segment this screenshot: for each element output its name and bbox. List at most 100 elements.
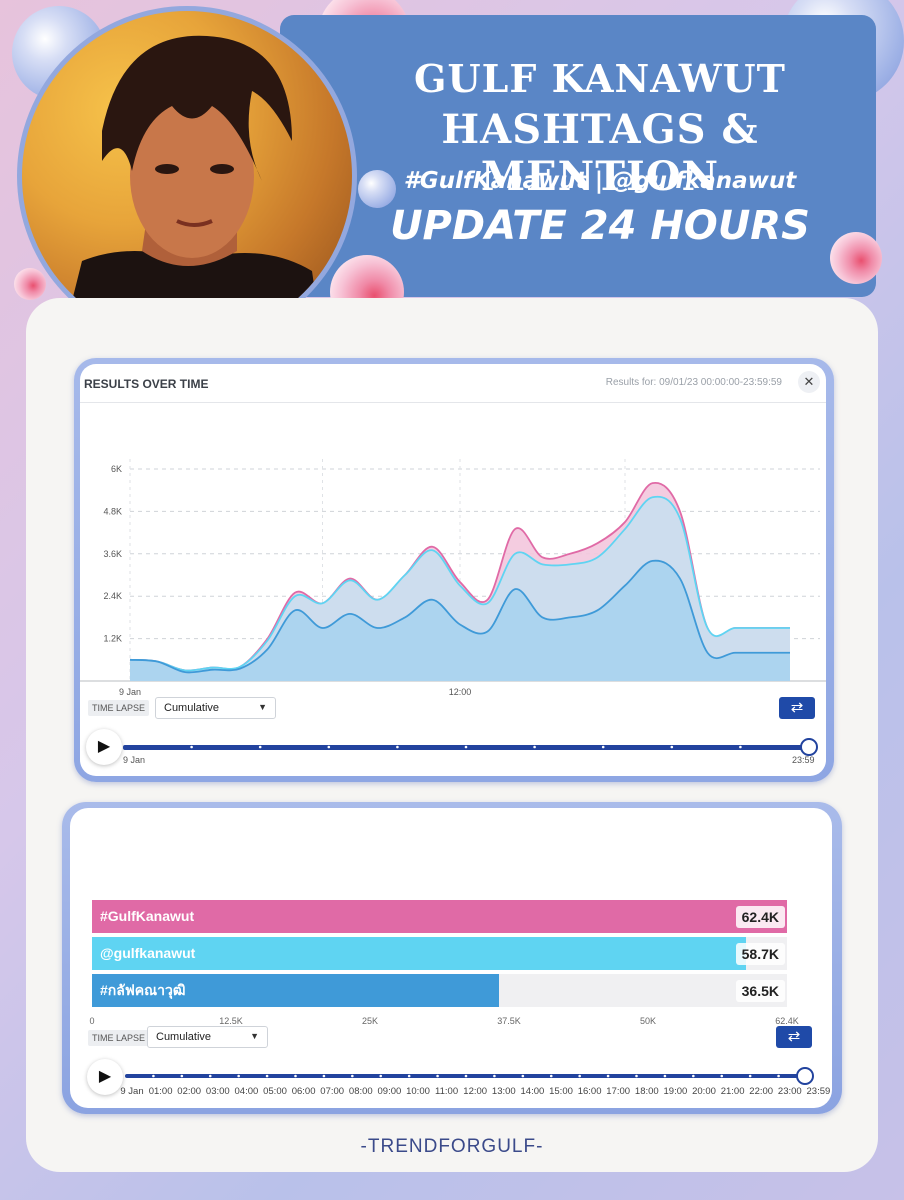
- timeline-dots: [152, 1074, 780, 1078]
- timeline-dot: [692, 1074, 695, 1078]
- bubble-decoration: [358, 170, 396, 208]
- timeline-dot: [407, 1074, 411, 1078]
- series-area: [130, 560, 790, 681]
- hour-label: 16:00: [577, 1086, 602, 1097]
- cumulative-select[interactable]: Cumulative ▼: [155, 697, 276, 719]
- panel-divider: [80, 402, 826, 403]
- portrait-illustration: [62, 35, 322, 341]
- series-line: [129, 559, 790, 674]
- y-tick-label: 6K: [111, 464, 122, 474]
- timeline-dot: [379, 1074, 383, 1078]
- footer-credit: -TRENDFORGULF-: [360, 1136, 544, 1157]
- y-tick-label: 4.8K: [103, 506, 122, 516]
- timeline-dot: [152, 1074, 155, 1078]
- timeline-dot: [396, 745, 399, 749]
- header-title-line1: GULF KANAWUT: [414, 56, 786, 101]
- x-tick-label: 62.4K: [775, 1016, 799, 1026]
- ranking-panel: #GulfKanawut 62.4K @gulfkanawut 58.7K #กลัฟค…: [70, 808, 832, 1108]
- results-range: Results for: 09/01/23 00:00:00-23:59:59: [605, 377, 782, 388]
- hour-label: 13:00: [491, 1086, 516, 1097]
- results-panel-title: RESULTS OVER TIME: [84, 377, 209, 391]
- timeline-dot: [635, 1074, 638, 1078]
- hour-label: 20:00: [692, 1086, 716, 1097]
- bar-3: [92, 974, 499, 1007]
- cumulative-select[interactable]: Cumulative ▼: [147, 1026, 268, 1048]
- timeline-dots: [190, 745, 742, 749]
- timeline-dot: [180, 1074, 184, 1078]
- results-area-chart: 1.2K 2.4K 3.6K 4.8K 6K 9 Jan 12:00: [80, 459, 826, 697]
- hour-label: 23:00: [777, 1086, 802, 1097]
- header-banner: [280, 15, 876, 297]
- hour-label: 02:00: [177, 1086, 202, 1097]
- swap-icon[interactable]: ⇄: [779, 697, 815, 719]
- hour-label: 09:00: [377, 1086, 402, 1097]
- timeline-dot: [777, 1074, 780, 1078]
- timeline-knob[interactable]: [796, 1067, 814, 1085]
- header-tags: #GulfKanawut | @gulfkanawut: [403, 168, 797, 194]
- hour-label: 9 Jan: [120, 1086, 144, 1097]
- x-tick-label: 37.5K: [497, 1016, 521, 1026]
- timeline-dot: [578, 1074, 581, 1078]
- timeline-dot: [237, 1074, 240, 1078]
- portrait-photo: [17, 6, 357, 346]
- timeline-dot: [327, 745, 331, 749]
- hour-label: 12:00: [463, 1086, 488, 1097]
- hour-label: 19:00: [663, 1086, 688, 1097]
- x-tick-label: 0: [89, 1016, 95, 1026]
- timeline-dot: [521, 1074, 525, 1078]
- bar-2: [92, 937, 746, 970]
- close-icon[interactable]: ✕: [798, 371, 820, 393]
- timeline-dot: [265, 1074, 269, 1078]
- x-tick-label: 12.5K: [219, 1016, 243, 1026]
- chevron-down-icon: ▼: [250, 1031, 259, 1041]
- x-tick-label: 12:00: [449, 687, 472, 697]
- hour-label: 06:00: [291, 1086, 316, 1097]
- x-tick-label: 9 Jan: [119, 687, 141, 697]
- timeline-dot: [606, 1074, 610, 1078]
- bar-value-label: 62.4K: [735, 906, 785, 928]
- play-icon[interactable]: ▶: [86, 729, 122, 765]
- timeline-dot: [322, 1074, 326, 1078]
- hour-label: 05:00: [263, 1086, 287, 1097]
- time-lapse-label: TIME LAPSE: [88, 700, 150, 716]
- timeline-dot: [351, 1074, 354, 1078]
- play-icon[interactable]: ▶: [87, 1059, 123, 1095]
- hour-label: 01:00: [148, 1086, 173, 1097]
- timeline-dot: [533, 745, 536, 749]
- timeline-dot: [464, 745, 468, 749]
- header-title-line2: HASHTAGS & MENTION: [441, 106, 759, 200]
- timeline-dot: [436, 1074, 439, 1078]
- hour-label: 07:00: [320, 1086, 345, 1097]
- timeline-dot: [294, 1074, 297, 1078]
- hour-label: 18:00: [634, 1086, 659, 1097]
- hour-label: 17:00: [606, 1086, 631, 1097]
- swap-icon[interactable]: ⇄: [776, 1026, 812, 1048]
- header-update: UPDATE 24 HOURS: [390, 203, 810, 249]
- x-tick-label: 50K: [639, 1016, 657, 1026]
- bar-1: [92, 900, 787, 933]
- timeline-dot: [663, 1074, 667, 1078]
- timeline-dot: [670, 745, 674, 749]
- bar-label: #GulfKanawut: [100, 908, 195, 924]
- timeline-dot: [464, 1074, 468, 1078]
- cumulative-select-value: Cumulative: [164, 702, 220, 714]
- bubble-decoration: [830, 232, 882, 284]
- hour-label: 21:00: [720, 1086, 745, 1097]
- timeline-dot: [208, 1074, 212, 1078]
- series-line: [129, 495, 790, 672]
- hour-label: 11:00: [435, 1086, 459, 1097]
- bar-value-label: 58.7K: [735, 943, 785, 965]
- timeline-knob[interactable]: [800, 738, 818, 756]
- timeline-dot: [190, 745, 193, 749]
- timeline-dot: [493, 1074, 496, 1078]
- y-tick-label: 3.6K: [103, 549, 122, 559]
- y-tick-label: 2.4K: [103, 591, 122, 601]
- time-lapse-label: TIME LAPSE: [88, 1030, 150, 1046]
- hour-label: 22:00: [749, 1086, 774, 1097]
- hour-label: 03:00: [205, 1086, 230, 1097]
- timeline-end-label: 23:59: [792, 755, 815, 765]
- hour-label: 15:00: [549, 1086, 573, 1097]
- timeline-dot: [258, 745, 262, 749]
- timeline-dot: [601, 745, 605, 749]
- timeline-dot: [720, 1074, 724, 1078]
